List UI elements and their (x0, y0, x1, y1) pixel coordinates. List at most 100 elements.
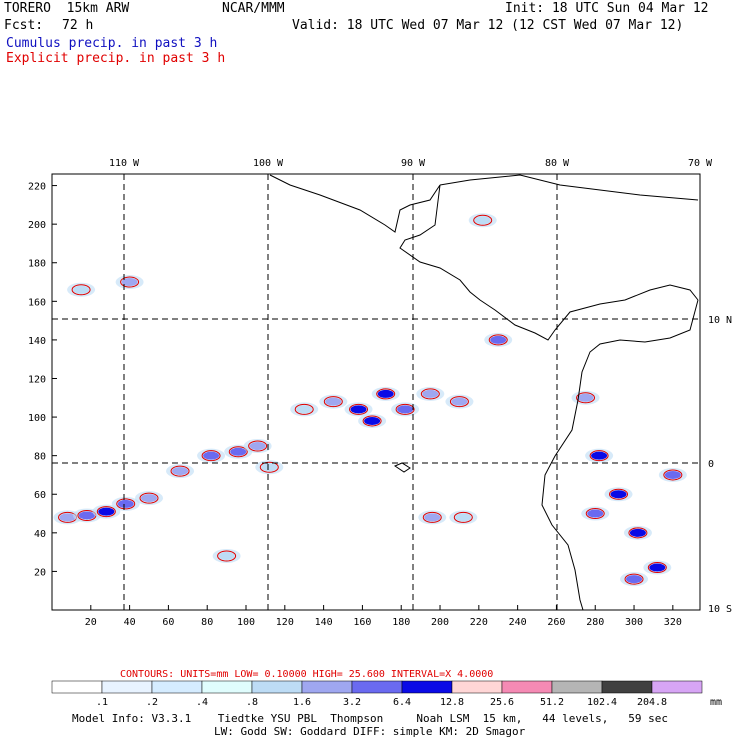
precip-cell (591, 451, 608, 460)
colorbar-swatch (51, 680, 103, 694)
lon-label-70w: 70 W (688, 158, 713, 169)
colorbar-swatch (551, 680, 603, 694)
lon-label-80w: 80 W (545, 158, 570, 169)
grid-layer (52, 174, 700, 610)
precip-cell (218, 551, 235, 560)
x-tick-label: 160 (353, 617, 371, 628)
explicit-contour (473, 214, 493, 226)
x-tick-label: 80 (201, 617, 213, 628)
precip-cell (121, 278, 138, 287)
explicit-contour (453, 511, 473, 523)
colorbar-level-label: 51.2 (540, 697, 564, 708)
y-tick-label: 140 (28, 336, 46, 347)
colorbar-swatch (251, 680, 303, 694)
precip-fill-layer (53, 213, 687, 587)
explicit-contour (217, 550, 237, 562)
y-tick-label: 220 (28, 182, 46, 193)
x-tick-label: 140 (315, 617, 333, 628)
x-tick-label: 200 (431, 617, 449, 628)
x-tick-label: 240 (509, 617, 527, 628)
y-tick-label: 60 (34, 490, 46, 501)
explicit-contour (71, 284, 91, 296)
precip-cell (577, 393, 594, 402)
y-tick-label: 200 (28, 220, 46, 231)
precip-cell (117, 499, 134, 508)
explicit-contour (488, 334, 508, 346)
y-tick-label: 100 (28, 413, 46, 424)
lat-label-10n: 10 N (708, 315, 732, 326)
precip-cell (98, 507, 115, 516)
precip-cell (422, 389, 439, 398)
x-tick-label: 320 (664, 617, 682, 628)
colorbar-swatch (451, 680, 503, 694)
precip-cell (629, 528, 646, 537)
precip-cell (296, 405, 313, 414)
explicit-contour (259, 461, 279, 473)
explicit-contour (449, 396, 469, 408)
precip-cell (490, 335, 507, 344)
y-tick-label: 40 (34, 529, 46, 540)
explicit-contour (228, 446, 248, 458)
explicit-contour (116, 498, 136, 510)
explicit-contour (647, 562, 667, 574)
precip-cell (610, 490, 627, 499)
legend-explicit: Explicit precip. in past 3 h (6, 51, 226, 66)
legend-cumulus: Cumulus precip. in past 3 h (6, 36, 218, 51)
precip-cell (664, 470, 681, 479)
forecast-value: 72 h (62, 18, 94, 33)
precip-cell (325, 397, 342, 406)
x-tick-label: 180 (392, 617, 410, 628)
precip-cell (587, 509, 604, 518)
x-tick-label: 120 (276, 617, 294, 628)
explicit-contour (624, 573, 644, 585)
y-tick-label: 80 (34, 452, 46, 463)
x-tick-label: 20 (85, 617, 97, 628)
precip-cell (397, 405, 414, 414)
galapagos (393, 462, 411, 473)
precip-cell (230, 447, 247, 456)
colorbar-level-label: 25.6 (490, 697, 514, 708)
colorbar-swatch (501, 680, 553, 694)
explicit-contour (139, 492, 159, 504)
explicit-contour (349, 403, 369, 415)
colorbar-swatch (351, 680, 403, 694)
explicit-contour (663, 469, 683, 481)
explicit-contour (576, 392, 596, 404)
explicit-contour (589, 450, 609, 462)
colorbar-level-label: 3.2 (343, 697, 361, 708)
colorbar: .1 .2 .4 .8 1.6 3.2 6.4 12.8 25.6 51.2 102.4 204.8 m… (51, 680, 722, 708)
explicit-contour (96, 506, 116, 518)
init-time: Init: 18 UTC Sun 04 Mar 12 (505, 1, 709, 16)
x-tick-label: 300 (625, 617, 643, 628)
pacific-coast-north (439, 174, 699, 201)
explicit-contour (294, 403, 314, 415)
colorbar-level-label: .1 (96, 697, 108, 708)
colorbar-swatch (301, 680, 353, 694)
colorbar-level-label: .4 (196, 697, 208, 708)
central-america-coast (269, 174, 699, 341)
explicit-contour (362, 415, 382, 427)
precip-cell (455, 513, 472, 522)
lat-label-10s: 10 S (708, 604, 732, 615)
colorbar-swatch (151, 680, 203, 694)
model-name: TORERO 15km ARW (4, 1, 130, 16)
x-tick-label: 60 (162, 617, 174, 628)
south-america-coast (541, 299, 699, 611)
precip-cell (249, 442, 266, 451)
x-tick-label: 40 (124, 617, 136, 628)
precip-cell (474, 216, 491, 225)
explicit-contour (628, 527, 648, 539)
precip-cell (59, 513, 76, 522)
colorbar-level-label: 12.8 (440, 697, 464, 708)
precip-cell (203, 451, 220, 460)
colorbar-swatch (601, 680, 653, 694)
precip-cell (424, 513, 441, 522)
lon-label-90w: 90 W (401, 158, 426, 169)
explicit-contour (323, 396, 343, 408)
colorbar-level-label: 102.4 (587, 697, 617, 708)
explicit-contour (422, 511, 442, 523)
axis-ticks-layer: 20 40 60 80 100 120 140 160 180 200 220 240 260 280 30… (28, 182, 682, 628)
forecast-label: Fcst: (4, 18, 44, 33)
colorbar-level-label: .2 (146, 697, 158, 708)
